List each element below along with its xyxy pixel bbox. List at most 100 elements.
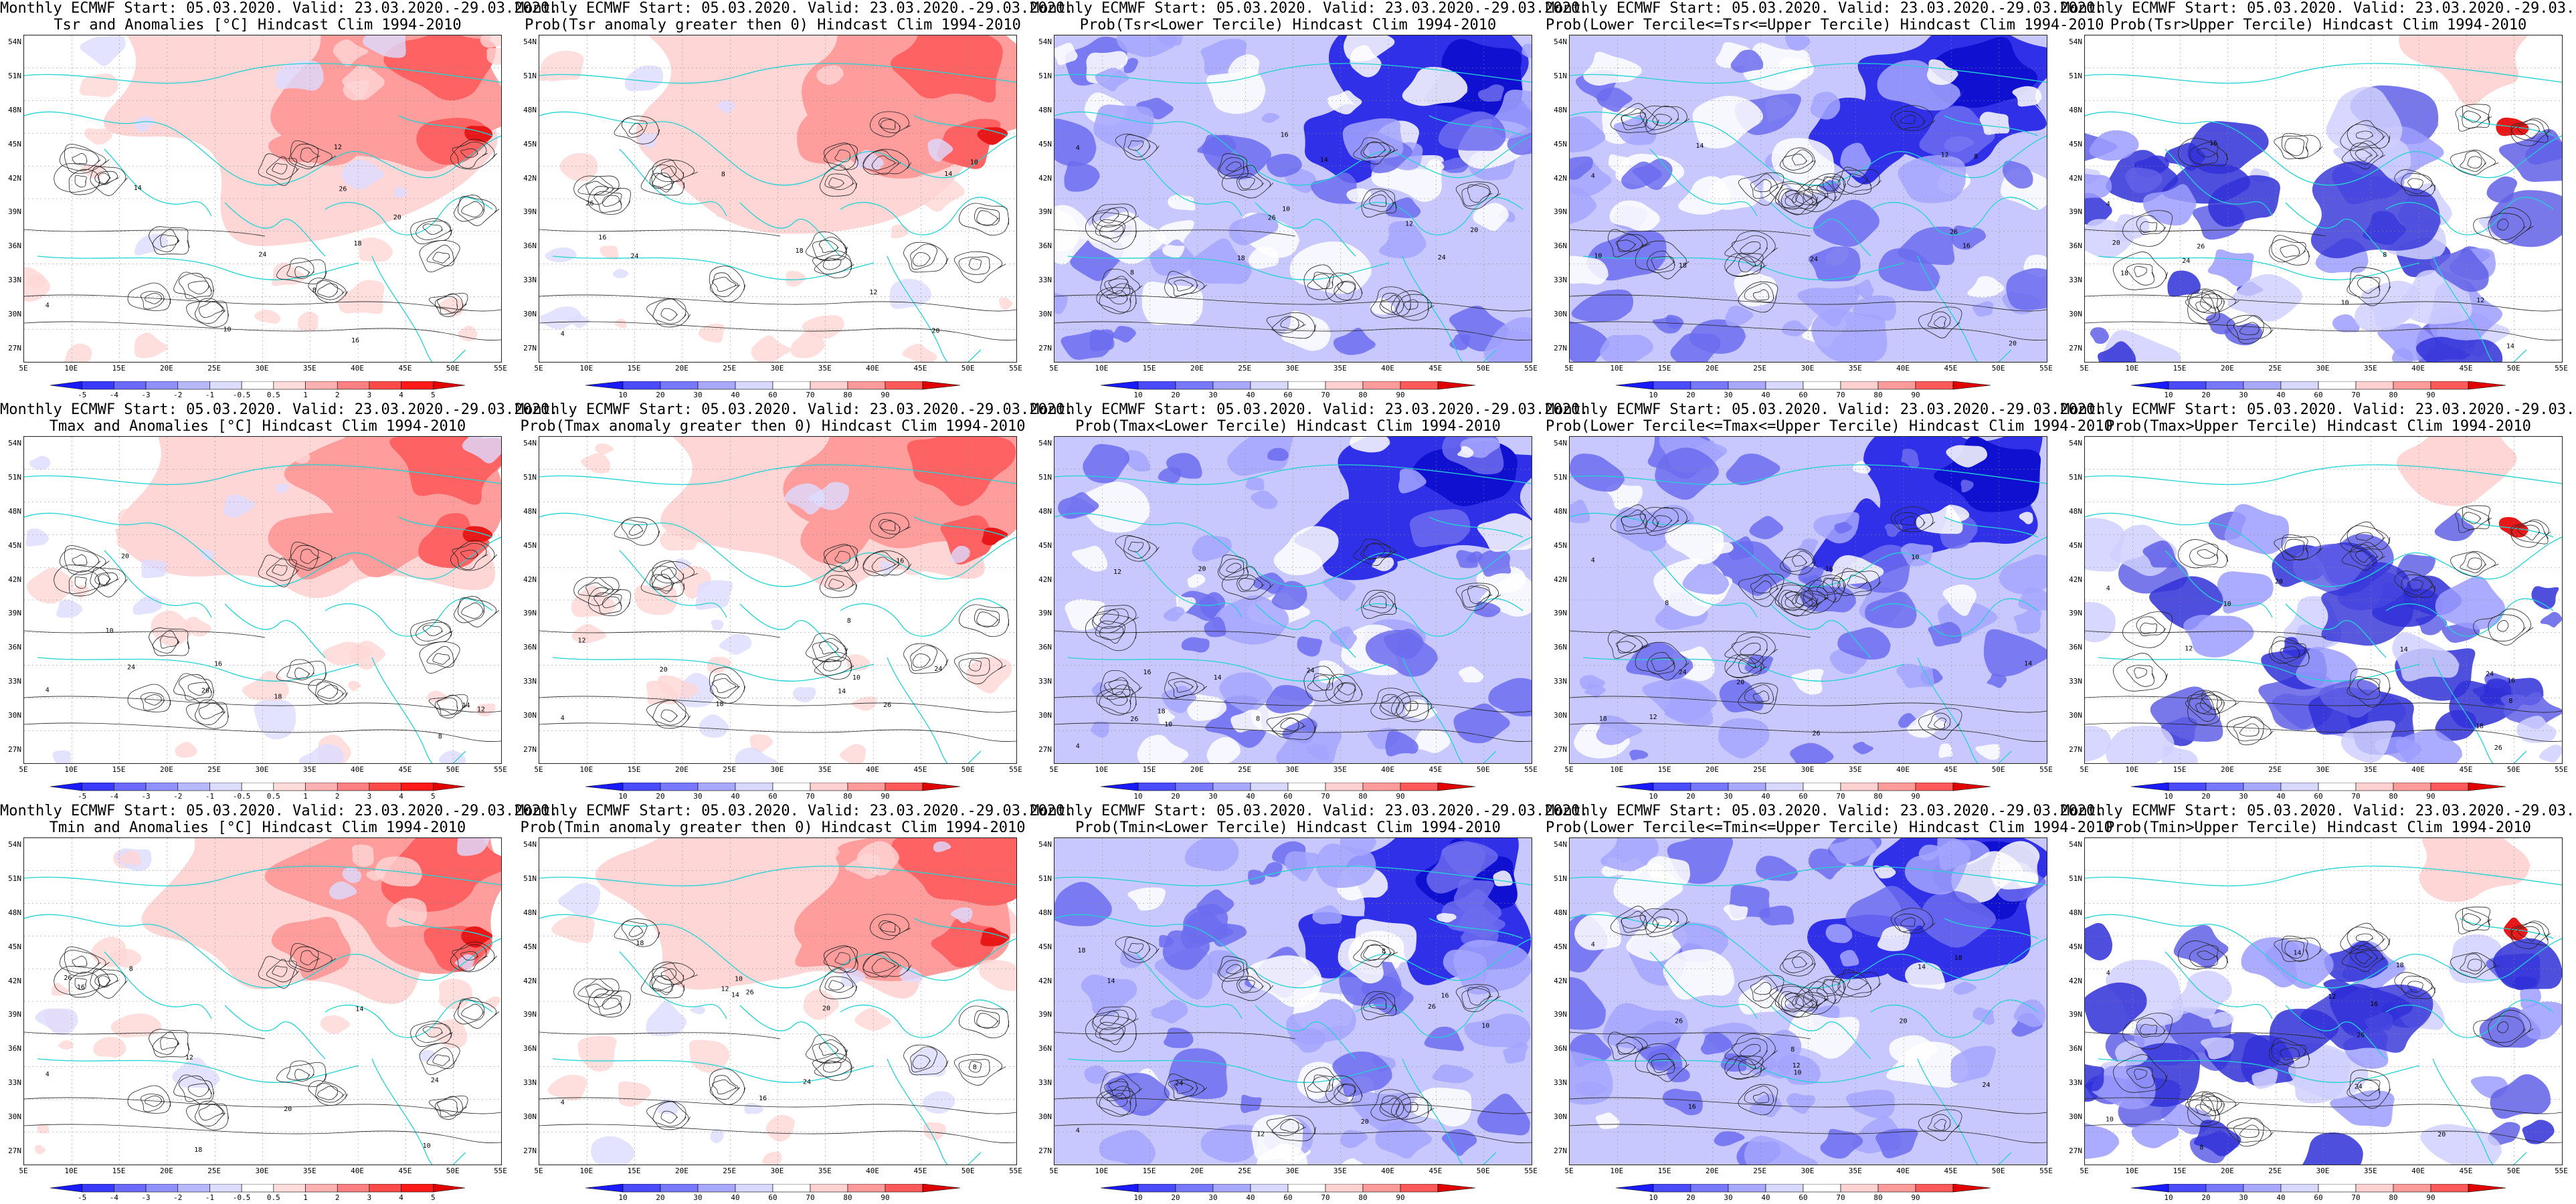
terrain-contour: [834, 550, 850, 564]
contour-label: 14: [1107, 978, 1115, 985]
prob-field: [2332, 314, 2361, 332]
contour-label: 20: [1900, 1017, 1908, 1025]
prob-field: [2435, 576, 2507, 630]
terrain-contour: [2274, 134, 2323, 159]
colorbar-segment: [1877, 381, 1916, 390]
prob-field: [1477, 1093, 1532, 1136]
terrain-contour: [2463, 110, 2482, 123]
latitude-label: 36N: [1038, 643, 1052, 652]
longitude-label: 15E: [2173, 364, 2187, 373]
anomaly-field: [699, 323, 725, 343]
terrain-contour: [2407, 981, 2423, 993]
longitude-label: 15E: [1657, 1167, 1671, 1175]
contour-label: 18: [1158, 708, 1166, 716]
terrain-contour: [1750, 976, 1779, 1001]
terrain-contour: [870, 914, 911, 940]
longitude-label: 25E: [1753, 765, 1767, 774]
terrain-contour: [812, 1053, 852, 1082]
anomaly-field: [802, 315, 846, 339]
terrain-contour: [2178, 940, 2229, 970]
anomaly-field: [393, 186, 408, 198]
terrain-contour: [2189, 543, 2219, 566]
anomaly-field: [844, 853, 881, 879]
colorbar-tick-label: 10: [2164, 792, 2173, 801]
colorbar-tick-label: 20: [1686, 1193, 1695, 1202]
prob-field: [1877, 60, 1964, 111]
terrain-contour: [903, 643, 949, 674]
latitude-label: 33N: [1038, 276, 1052, 285]
anomaly-field: [200, 548, 215, 561]
terrain-contour: [2126, 1066, 2155, 1088]
longitude-label: 20E: [1190, 1167, 1204, 1175]
colorbar-segment: [1690, 381, 1729, 390]
isotherm: [1054, 722, 1532, 742]
longitude-label: 25E: [207, 1167, 221, 1175]
forecast-map: 4 8 10 12 14 16 18 20 24 26: [1054, 436, 1532, 764]
colorbar-tick-label: -5: [78, 792, 87, 801]
terrain-contour: [1099, 609, 1119, 625]
terrain-contour: [2460, 552, 2487, 573]
longitude-label: 45E: [1429, 364, 1443, 373]
contour-label: 16: [598, 234, 606, 241]
prob-field: [2085, 173, 2113, 199]
terrain-contour: [258, 153, 297, 186]
colorbar-tick-label: 5: [430, 391, 436, 399]
colorbar-tick-label: 60: [1799, 1193, 1808, 1202]
colorbar-tick-label: 30: [1208, 792, 1218, 801]
coastline: [1570, 866, 2047, 887]
latitude-label: 42N: [8, 976, 21, 985]
longitude-label: 5E: [2080, 765, 2089, 774]
contour-label: 12: [185, 1054, 193, 1062]
longitude-label: 45E: [913, 765, 927, 774]
terrain-contour: [651, 963, 698, 992]
prob-field: [1811, 308, 1889, 362]
coastline: [2085, 464, 2562, 486]
prob-field: [1570, 116, 1608, 153]
latitude-label: 48N: [1554, 105, 1567, 114]
colorbar-segment: [1100, 783, 1139, 791]
prob-field: [1378, 221, 1428, 259]
anomaly-field: [720, 838, 767, 863]
colorbar-tick-label: -5: [78, 391, 87, 399]
prob-field: [1608, 154, 1631, 174]
colorbar-tick-label: 30: [693, 792, 703, 801]
terrain-contour: [1610, 103, 1659, 133]
terrain-contour: [1724, 1056, 1767, 1080]
colorbar-segment: [1803, 1184, 1841, 1193]
prob-field: [1744, 1136, 1825, 1165]
coastline: [2285, 1005, 2387, 1060]
terrain-contour: [294, 668, 310, 679]
longitude-label: 35E: [2363, 364, 2377, 373]
colorbar-segment: [1175, 783, 1214, 791]
terrain-contour: [1226, 563, 1242, 573]
latitude-label: 33N: [8, 677, 21, 686]
colorbar-tick-label: 30: [1724, 1193, 1733, 1202]
terrain-contour: [460, 950, 478, 961]
coastline: [619, 951, 727, 1019]
panel-header: Monthly ECMWF Start: 05.03.2020. Valid: …: [2061, 0, 2576, 17]
anomaly-field: [35, 1008, 80, 1035]
colorbar-tick-label: 60: [1799, 391, 1808, 399]
colorbar-segment: [2468, 1184, 2506, 1193]
longitude-label: 45E: [1944, 765, 1958, 774]
longitude-label: 50E: [446, 765, 460, 774]
terrain-contour: [1780, 147, 1816, 174]
anomaly-field: [699, 714, 730, 738]
colorbar-tick-label: 90: [1396, 391, 1405, 399]
terrain-contour: [2517, 524, 2541, 540]
longitude-label: 30E: [1285, 765, 1299, 774]
prob-field: [1228, 213, 1280, 245]
map-panel-tsr-5: Monthly ECMWF Start: 05.03.2020. Valid: …: [2061, 0, 2576, 401]
longitude-label: 50E: [446, 1167, 460, 1175]
prob-field: [1596, 715, 1647, 745]
latitude-label: 51N: [8, 874, 21, 883]
prob-field: [1700, 1031, 1734, 1055]
terrain-contour: [1635, 1043, 1689, 1082]
panel-subtitle: Prob(Tsr anomaly greater then 0) Hindcas…: [525, 17, 1021, 33]
contour-label: 10: [1594, 252, 1602, 260]
longitude-label: 35E: [1848, 364, 1862, 373]
colorbar-segment: [697, 1184, 736, 1193]
prob-field: [1087, 211, 1172, 264]
longitude-label: 40E: [351, 364, 365, 373]
contour-label: 24: [1810, 256, 1818, 264]
